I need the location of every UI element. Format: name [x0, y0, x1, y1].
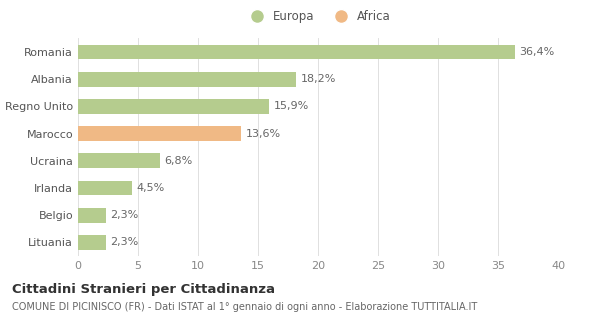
Text: 6,8%: 6,8% — [164, 156, 193, 166]
Bar — [78, 44, 515, 60]
Bar — [78, 126, 241, 141]
Text: 2,3%: 2,3% — [110, 237, 139, 247]
Text: 2,3%: 2,3% — [110, 210, 139, 220]
Text: 4,5%: 4,5% — [137, 183, 165, 193]
Text: 36,4%: 36,4% — [520, 47, 555, 57]
Text: 18,2%: 18,2% — [301, 74, 337, 84]
Bar — [78, 180, 132, 196]
Bar — [78, 208, 106, 223]
Bar — [78, 235, 106, 250]
Legend: Europa, Africa: Europa, Africa — [240, 6, 396, 28]
Text: 15,9%: 15,9% — [274, 101, 309, 111]
Text: Cittadini Stranieri per Cittadinanza: Cittadini Stranieri per Cittadinanza — [12, 283, 275, 296]
Bar — [78, 99, 269, 114]
Text: COMUNE DI PICINISCO (FR) - Dati ISTAT al 1° gennaio di ogni anno - Elaborazione : COMUNE DI PICINISCO (FR) - Dati ISTAT al… — [12, 302, 477, 312]
Text: 13,6%: 13,6% — [246, 129, 281, 139]
Bar — [78, 72, 296, 87]
Bar — [78, 153, 160, 168]
